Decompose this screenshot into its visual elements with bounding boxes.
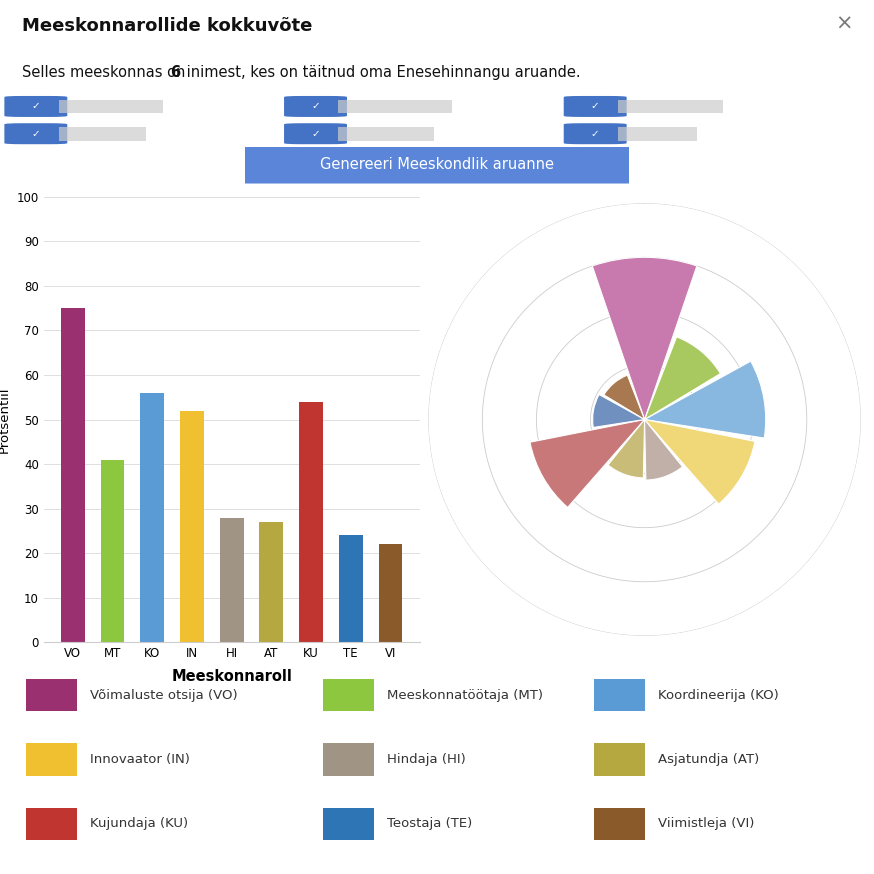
Bar (26, 744, 77, 775)
Bar (645, 361, 766, 438)
Text: Teostaja (TE): Teostaja (TE) (387, 817, 473, 830)
Bar (323, 744, 374, 775)
Bar (61, 309, 85, 642)
Text: 6: 6 (170, 66, 181, 80)
FancyBboxPatch shape (4, 96, 67, 117)
Bar (180, 411, 204, 642)
Bar (338, 100, 452, 114)
FancyBboxPatch shape (4, 123, 67, 144)
Bar (618, 127, 697, 141)
Bar (338, 127, 434, 141)
Bar (101, 460, 124, 642)
Text: ✓: ✓ (31, 101, 40, 112)
Text: Viimistleja (VI): Viimistleja (VI) (658, 817, 754, 830)
Bar (594, 808, 645, 840)
Text: Innovaator (IN): Innovaator (IN) (90, 753, 190, 766)
Text: Hindaja (HI): Hindaja (HI) (387, 753, 466, 766)
Bar (593, 257, 697, 420)
Bar (530, 420, 645, 508)
Bar (604, 375, 645, 420)
Bar (378, 545, 402, 642)
Text: Meeskonnarollide kokkuvõte: Meeskonnarollide kokkuvõte (22, 17, 312, 36)
Text: Meeskonnatöötaja (MT): Meeskonnatöötaja (MT) (387, 689, 543, 702)
Bar (645, 420, 755, 504)
Bar (339, 536, 363, 642)
Bar (618, 100, 723, 114)
Bar (260, 522, 283, 642)
Text: ✓: ✓ (31, 128, 40, 139)
Text: Selles meeskonnas on: Selles meeskonnas on (22, 66, 190, 80)
Bar (219, 517, 244, 642)
Text: inimest, kes on täitnud oma Enesehinnangu aruande.: inimest, kes on täitnud oma Enesehinnang… (182, 66, 580, 80)
Text: ×: × (835, 14, 852, 34)
Bar (645, 336, 720, 420)
Bar (323, 679, 374, 711)
Bar (26, 808, 77, 840)
Bar (594, 744, 645, 775)
Bar (593, 394, 645, 427)
Bar (645, 420, 683, 480)
Text: Asjatundja (AT): Asjatundja (AT) (658, 753, 760, 766)
FancyBboxPatch shape (564, 96, 627, 117)
Text: ✓: ✓ (591, 128, 600, 139)
Bar (608, 420, 645, 478)
Text: Genereeri Meeskondlik aruanne: Genereeri Meeskondlik aruanne (320, 157, 554, 172)
Text: Võimaluste otsija (VO): Võimaluste otsija (VO) (90, 689, 238, 702)
Bar (299, 402, 323, 642)
FancyBboxPatch shape (564, 123, 627, 144)
Bar (59, 127, 146, 141)
Bar (26, 679, 77, 711)
Text: ✓: ✓ (311, 128, 320, 139)
Y-axis label: Protsentiil: Protsentiil (0, 386, 11, 453)
Text: Koordineerija (KO): Koordineerija (KO) (658, 689, 779, 702)
FancyBboxPatch shape (229, 147, 645, 184)
Bar (323, 808, 374, 840)
Text: ✓: ✓ (311, 101, 320, 112)
Bar (594, 679, 645, 711)
Text: ✓: ✓ (591, 101, 600, 112)
FancyBboxPatch shape (284, 123, 347, 144)
Bar (59, 100, 163, 114)
FancyBboxPatch shape (284, 96, 347, 117)
Text: Kujundaja (KU): Kujundaja (KU) (90, 817, 188, 830)
Bar (140, 392, 164, 642)
X-axis label: Meeskonnaroll: Meeskonnaroll (171, 669, 292, 683)
